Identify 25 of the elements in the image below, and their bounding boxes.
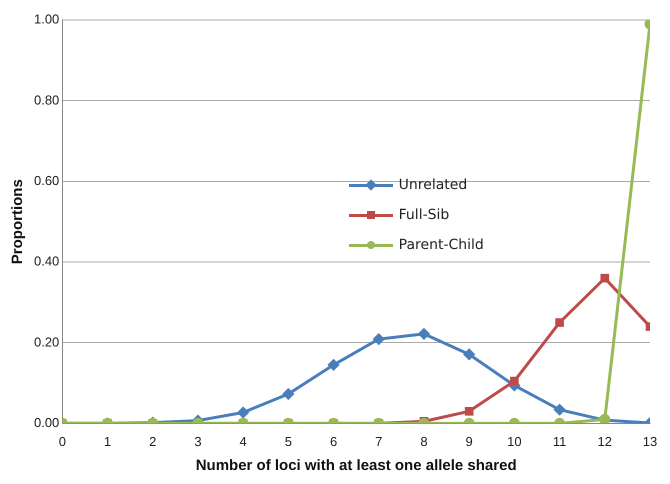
x-tick-label: 1 <box>104 434 112 449</box>
x-axis-title: Number of loci with at least one allele shared <box>196 457 517 474</box>
y-tick-label: 0.00 <box>34 414 60 430</box>
x-tick-label: 9 <box>466 434 473 449</box>
x-tick-label: 6 <box>330 434 338 449</box>
x-tick-label: 4 <box>240 434 247 449</box>
y-tick-label: 0.60 <box>34 172 60 188</box>
x-tick-label: 8 <box>420 434 428 449</box>
legend-label: Unrelated <box>398 176 468 193</box>
y-tick-label: 0.20 <box>34 334 60 350</box>
x-tick-label: 5 <box>284 434 292 449</box>
x-tick-label: 13 <box>642 434 658 449</box>
legend-label: Parent-Child <box>398 236 484 253</box>
x-tick-label: 11 <box>552 434 566 449</box>
legend-label: Full-Sib <box>398 206 450 223</box>
x-tick-label: 10 <box>507 434 522 449</box>
y-tick-label: 0.40 <box>34 254 60 269</box>
x-tick-label: 3 <box>194 434 202 449</box>
y-axis-title: Proportions <box>9 179 26 264</box>
x-tick-label: 2 <box>149 434 156 449</box>
y-tick-label: 1.00 <box>34 12 60 27</box>
y-tick-label: 0.80 <box>34 92 60 108</box>
x-tick-label: 12 <box>598 434 612 449</box>
x-tick-label: 7 <box>375 434 382 449</box>
x-tick-label: 0 <box>58 434 66 449</box>
